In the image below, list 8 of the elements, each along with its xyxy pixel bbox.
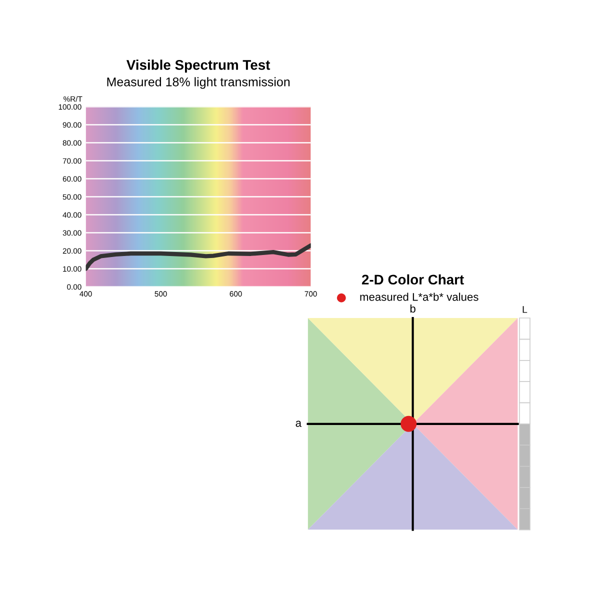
text: a: [296, 420, 302, 427]
text: b: [410, 304, 416, 313]
chart-title: Visible Spectrum Test: [126, 60, 270, 73]
chart-subtitle: Measured 18% light transmission: [107, 77, 290, 89]
line-series: [86, 243, 311, 271]
text: measured L*a*b* values: [360, 292, 478, 301]
text: L: [522, 306, 528, 313]
text: 2-D Color Chart: [362, 274, 464, 285]
